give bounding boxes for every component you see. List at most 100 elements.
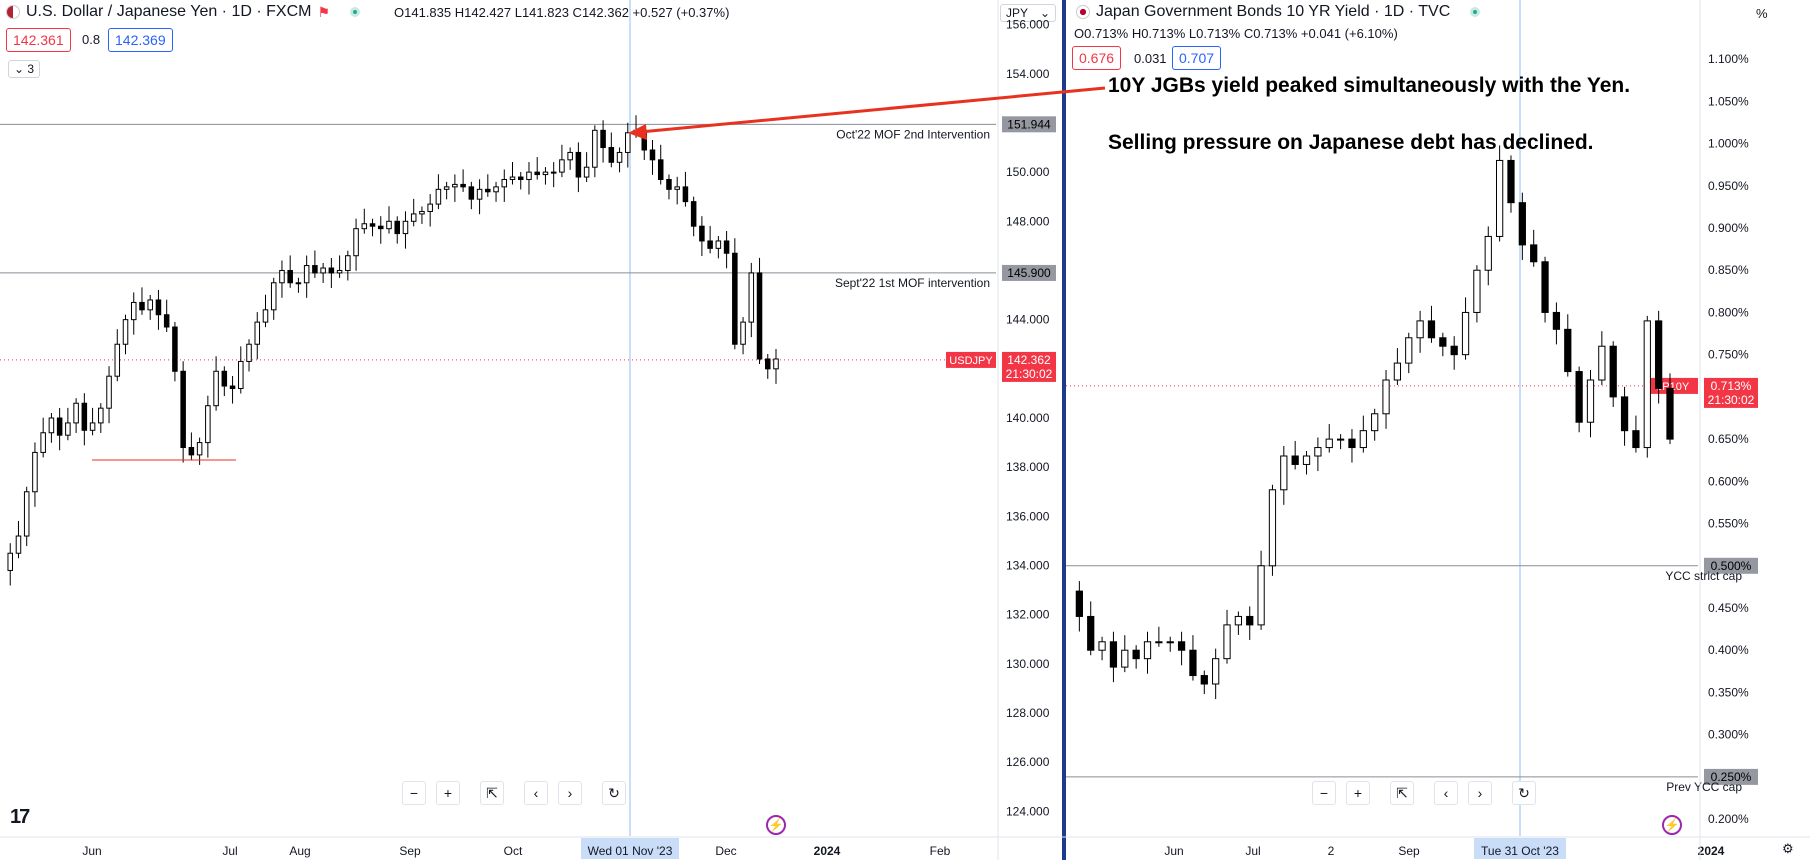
jp10y-candle <box>1371 413 1379 432</box>
jp10y-candle <box>1143 641 1152 660</box>
jp10y-ytick-label: 0.900% <box>1708 221 1749 235</box>
fullscreen-icon[interactable]: ⇱ <box>1390 781 1414 805</box>
chevron-down-icon: ⌄ <box>14 62 25 76</box>
usdjpy-crosshair-date-bg <box>581 838 679 859</box>
jp10y-symbol-tag: JP10Y <box>1657 381 1690 393</box>
usdjpy-level-value-bg <box>1002 264 1056 281</box>
jp10y-ytick-label: 1.100% <box>1708 52 1749 66</box>
indicator-count: 3 <box>27 62 35 76</box>
zoom-in-icon[interactable]: + <box>436 781 460 805</box>
usdjpy-candle <box>98 407 104 424</box>
jp10y-chart[interactable]: 1.100% 1.050% 1.000% 0.950% 0.900% 0.850% 0.80… <box>1066 0 1758 859</box>
lightning-icon[interactable]: ⚡ <box>1662 815 1682 835</box>
left-symbol-title[interactable]: U.S. Dollar / Japanese Yen · 1D · FXCM <box>26 3 312 20</box>
japan-flag-icon <box>1076 5 1090 19</box>
usdjpy-candle <box>238 360 244 389</box>
usdjpy-candle <box>509 176 516 180</box>
usdjpy-ytick-label: 150.000 <box>1006 165 1050 179</box>
usdjpy-ytick-label: 136.000 <box>1006 509 1050 523</box>
usdjpy-candle <box>114 343 121 377</box>
jp10y-xtick-label: 2 <box>1328 844 1335 858</box>
usdjpy-candle <box>493 186 499 193</box>
right-symbol-title[interactable]: Japan Government Bonds 10 YR Yield · 1D … <box>1096 3 1451 20</box>
jp10y-candle <box>1177 641 1186 651</box>
right-ask-box[interactable]: 0.707 <box>1172 46 1222 70</box>
jp10y-ytick-label: 0.300% <box>1708 728 1749 742</box>
usdjpy-candle <box>608 147 615 163</box>
jp10y-candle <box>1132 649 1140 660</box>
fullscreen-icon[interactable]: ⇱ <box>480 781 504 805</box>
usdjpy-candle <box>56 417 63 436</box>
usdjpy-candle <box>402 220 409 235</box>
usdjpy-crosshair-date: Wed 01 Nov '23 <box>588 844 673 858</box>
usdjpy-ytick-label: 124.000 <box>1006 804 1050 818</box>
usdjpy-candle <box>427 203 433 212</box>
left-ask-box[interactable]: 142.369 <box>108 28 173 52</box>
jp10y-candle <box>1427 320 1436 339</box>
annotation-arrow <box>628 86 1106 140</box>
usdjpy-last-price-value: 142.362 <box>1007 353 1051 367</box>
jp10y-candle <box>1484 235 1492 271</box>
settings-icon[interactable]: ⚙ <box>1782 841 1794 856</box>
jp10y-candle <box>1518 202 1526 246</box>
usdjpy-candle <box>254 321 261 345</box>
jp10y-level-value: 0.250% <box>1711 770 1752 784</box>
panel-divider[interactable] <box>1062 0 1066 860</box>
jp10y-candle <box>1336 438 1345 441</box>
scroll-left-icon[interactable]: ‹ <box>524 781 548 805</box>
right-unit-label[interactable]: % <box>1756 6 1768 21</box>
reset-icon[interactable]: ↻ <box>602 781 626 805</box>
jp10y-ytick-label: 0.650% <box>1708 432 1749 446</box>
usdjpy-symbol-tag: USDJPY <box>949 355 993 367</box>
usdjpy-candle <box>279 269 285 284</box>
jp10y-candle <box>1655 320 1663 389</box>
usdjpy-candle <box>89 422 96 431</box>
left-ohlc: O141.835 H142.427 L141.823 C142.362 +0.5… <box>394 4 730 20</box>
jp10y-candle <box>1495 159 1504 237</box>
jp10y-xtick-label: Jun <box>1164 844 1183 858</box>
right-bid-box[interactable]: 0.676 <box>1072 46 1122 70</box>
jp10y-candle <box>1109 641 1118 668</box>
usdjpy-candle <box>65 422 71 436</box>
jp10y-last-price-bg <box>1704 377 1758 408</box>
usdjpy-candle <box>715 240 722 249</box>
usdjpy-chart[interactable]: 156.000154.000152.000150.000148.000146.0… <box>0 0 1056 859</box>
usdjpy-candle <box>690 201 697 227</box>
scroll-right-icon[interactable]: › <box>558 781 582 805</box>
currency-select[interactable]: JPY ⌄ <box>1000 4 1056 22</box>
jp10y-candle <box>1257 565 1265 626</box>
usdjpy-candle <box>707 240 713 249</box>
zoom-out-icon[interactable]: − <box>402 781 426 805</box>
zoom-out-icon[interactable]: − <box>1312 781 1336 805</box>
jp10y-candle <box>1302 455 1311 465</box>
usdjpy-candle <box>172 326 178 372</box>
jp10y-xtick-label: 2024 <box>1698 844 1725 858</box>
usdjpy-candle <box>287 269 293 284</box>
usdjpy-candle <box>740 321 746 345</box>
lightning-icon[interactable]: ⚡ <box>766 815 786 835</box>
left-bid-box[interactable]: 142.361 <box>6 28 71 52</box>
usdjpy-xtick-label: Sep <box>399 844 421 858</box>
reset-icon[interactable]: ↻ <box>1512 781 1536 805</box>
jp10y-candle <box>1075 590 1083 617</box>
usdjpy-ytick-label: 132.000 <box>1006 608 1050 622</box>
indicators-toggle[interactable]: ⌄ 3 <box>8 60 41 78</box>
jp10y-candle <box>1382 379 1390 415</box>
usdjpy-candle <box>229 385 236 389</box>
scroll-right-icon[interactable]: › <box>1468 781 1492 805</box>
jp10y-ytick-label: 0.200% <box>1708 812 1749 826</box>
right-ohlc: O0.713% H0.713% L0.713% C0.713% +0.041 (… <box>1074 26 1398 41</box>
usdjpy-candle <box>213 370 219 407</box>
usdjpy-candle <box>550 171 557 174</box>
scroll-left-icon[interactable]: ‹ <box>1434 781 1458 805</box>
zoom-in-icon[interactable]: + <box>1346 781 1370 805</box>
currency-label: JPY <box>1006 6 1029 20</box>
jp10y-ytick-label: 0.750% <box>1708 348 1749 362</box>
jp10y-candle <box>1166 641 1174 644</box>
jp10y-level-value: 0.500% <box>1711 559 1752 573</box>
usdjpy-ytick-label: 144.000 <box>1006 313 1050 327</box>
jp10y-candle <box>1586 379 1595 423</box>
flag-marker-icon[interactable]: ⚑ <box>317 3 331 20</box>
usdjpy-xtick-label: Jun <box>82 844 101 858</box>
